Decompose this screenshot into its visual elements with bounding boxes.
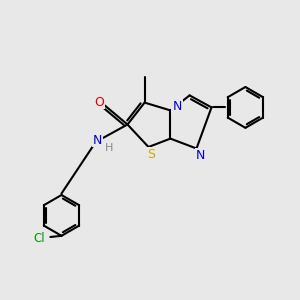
Text: N: N [93,134,102,147]
Text: N: N [172,100,182,113]
Text: N: N [195,148,205,162]
Text: Cl: Cl [34,232,45,245]
Text: O: O [94,95,104,109]
Text: S: S [147,148,155,161]
Text: H: H [105,143,113,153]
